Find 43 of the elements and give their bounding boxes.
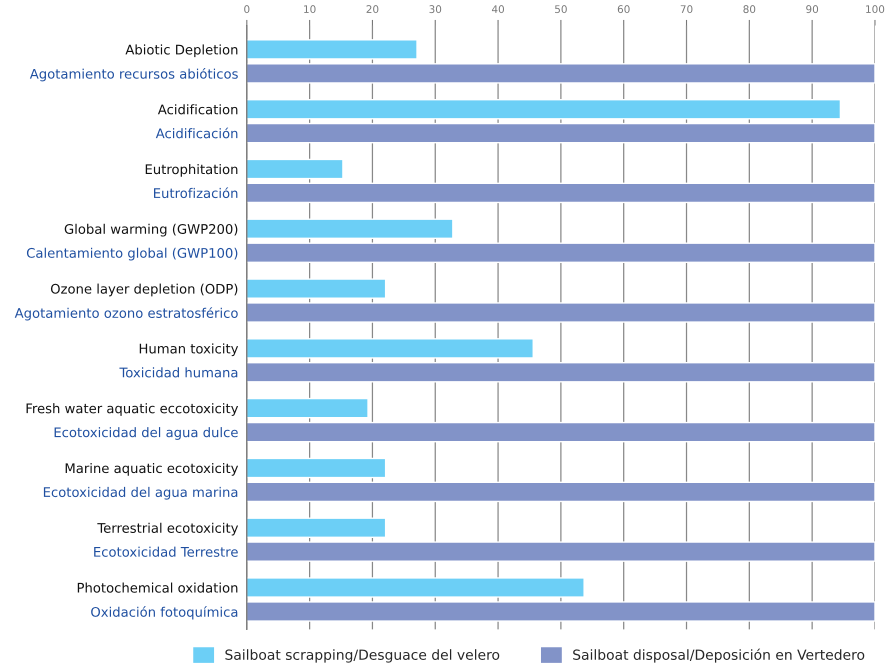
legend-label: Sailboat scrapping/Desguace del velero: [225, 649, 500, 663]
x-tick-label: 100: [866, 5, 884, 14]
bar: [246, 541, 875, 562]
bar: [246, 242, 875, 263]
legend-label: Sailboat disposal/Deposición en Vertedero: [573, 648, 864, 663]
bar: [246, 158, 344, 180]
bar: [246, 98, 842, 120]
y-tick-label: Human toxicity Toxicidad humana: [119, 343, 238, 378]
x-tick-label: 0: [244, 5, 250, 14]
y-tick-label: Acidification Acidificación: [156, 104, 238, 138]
y-tick-label: Fresh water aquatic eccotoxicity Ecotoxicidad del agua dulce: [26, 403, 238, 440]
bar: [246, 482, 875, 502]
bar: [246, 278, 386, 299]
y-tick-label: Eutrophitation Eutrofización: [146, 164, 238, 198]
bar: [246, 398, 369, 418]
bar: [246, 302, 875, 323]
x-tick-label: 20: [366, 5, 378, 14]
bar: [246, 338, 534, 359]
y-tick-label: Ozone layer depletion (ODP) Agotamiento ozono estratosférico: [14, 284, 238, 321]
bar: [246, 182, 875, 204]
bar: [246, 122, 875, 144]
bar: [246, 218, 454, 240]
x-tick-label: 40: [492, 5, 504, 14]
x-tick-label: 50: [555, 5, 567, 14]
bar: [246, 63, 875, 84]
x-tick-label: 10: [304, 5, 316, 14]
bar: [246, 458, 386, 478]
bar: [246, 362, 875, 383]
bar: [246, 577, 585, 598]
y-tick-label: Terrestrial ecotoxicity Ecotoxicidad Terrestre: [94, 522, 238, 557]
y-tick-label: Photochemical oxidation Oxidación fotoquímica: [78, 582, 238, 620]
x-tick-label: 90: [806, 5, 818, 14]
x-tick-label: 30: [429, 5, 442, 14]
bar: [246, 39, 418, 60]
y-tick-label: Abiotic Depletion Agotamiento recursos abióticos: [30, 44, 238, 82]
x-tick-label: 60: [618, 5, 630, 14]
y-tick-label: Global warming (GWP200) Calentamiento global (GWP100): [26, 224, 238, 260]
x-tick-label: 70: [680, 5, 692, 14]
y-tick-label: Marine aquatic ecotoxicity Ecotoxicidad del agua marina: [44, 462, 238, 500]
bar: [246, 601, 875, 622]
bar: [246, 422, 875, 442]
x-tick-label: 80: [743, 5, 756, 14]
bar: [246, 517, 386, 538]
